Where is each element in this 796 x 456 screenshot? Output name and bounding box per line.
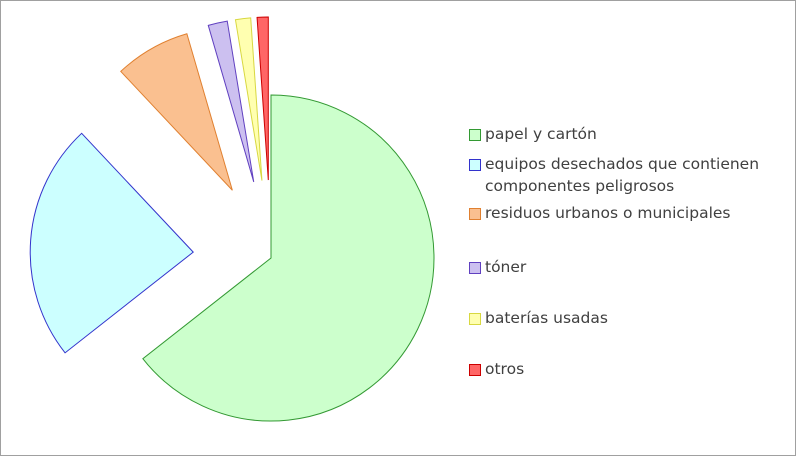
pie-slice (256, 16, 269, 181)
legend-entry: baterías usadas (469, 307, 790, 329)
pie-slice (207, 20, 255, 183)
legend-entry: papel y cartón (469, 123, 790, 145)
legend-entry: equipos desechados que contienen compone… (469, 153, 790, 197)
legend-entry: tóner (469, 256, 790, 278)
legend-entry: otros (469, 358, 790, 380)
pie-slice (142, 94, 435, 422)
pie-slice (120, 33, 233, 191)
legend-swatch (469, 129, 481, 141)
legend-swatch (469, 208, 481, 220)
legend-entry: residuos urbanos o municipales (469, 202, 790, 224)
legend-swatch (469, 262, 481, 274)
legend-label: equipos desechados que contienen compone… (485, 155, 760, 195)
legend-label: tóner (485, 258, 527, 276)
pie-slice (29, 132, 194, 354)
legend-label: residuos urbanos o municipales (485, 204, 731, 222)
legend-swatch (469, 313, 481, 325)
legend-swatch (469, 159, 481, 171)
legend-label: otros (485, 360, 525, 378)
pie-slice (234, 17, 263, 181)
legend-label: papel y cartón (485, 125, 597, 143)
legend-label: baterías usadas (485, 309, 608, 327)
legend-swatch (469, 364, 481, 376)
